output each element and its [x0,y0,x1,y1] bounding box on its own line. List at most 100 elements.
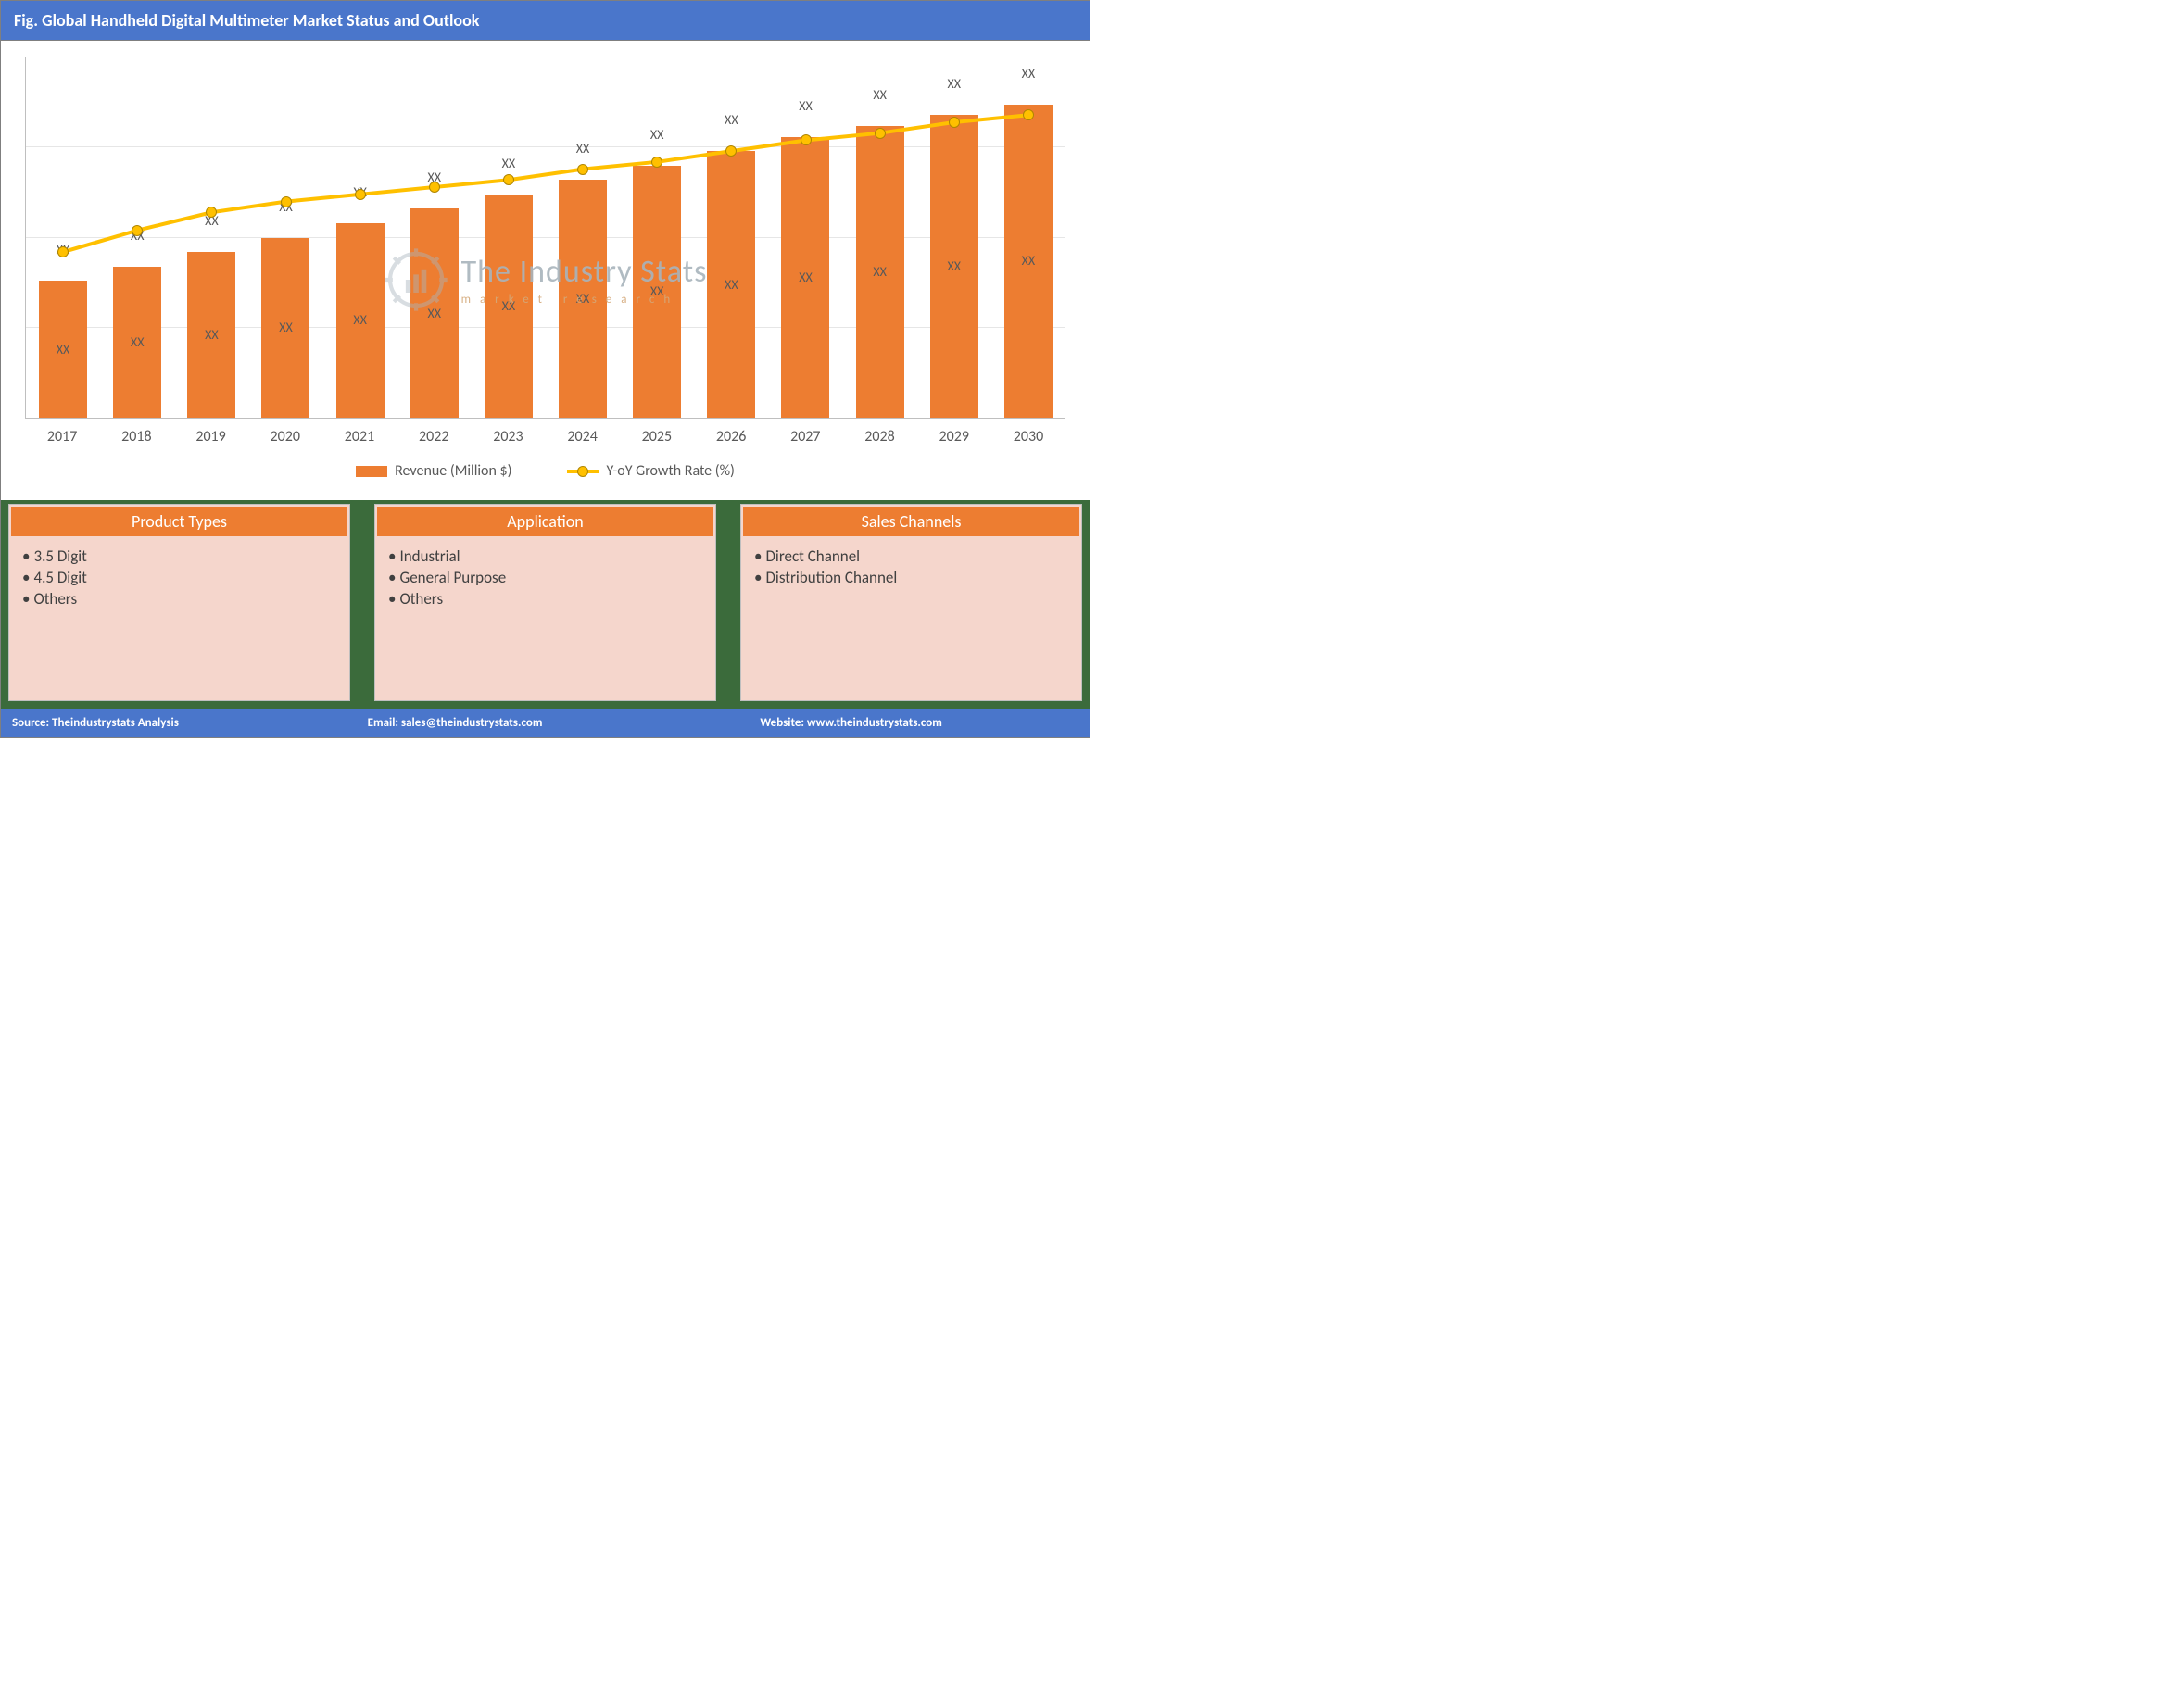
bar-slot: XX XX [620,57,694,418]
bar-top-label: XX [1022,66,1036,85]
bar-slot: XX XX [248,57,322,418]
bar-top-label: XX [427,170,441,189]
bar-top-label: XX [205,213,219,232]
bar-slot: XX XX [917,57,991,418]
bar-top-label: XX [502,156,516,175]
bar-inner-label: XX [131,334,145,350]
bar-top-label: XX [131,228,145,247]
legend-item-revenue: Revenue (Million $) [356,462,511,480]
x-tick-label: 2030 [991,428,1065,446]
bar-top-label: XX [725,112,738,132]
x-tick-label: 2022 [397,428,471,446]
bar: XX [261,238,309,419]
bar: XX [856,126,904,418]
bar-slot: XX XX [546,57,620,418]
x-tick-label: 2026 [694,428,768,446]
panel-title: Product Types [11,507,347,536]
figure-title: Fig. Global Handheld Digital Multimeter … [1,1,1090,41]
bar-inner-label: XX [427,306,441,321]
bar-top-label: XX [947,76,961,95]
bar-inner-label: XX [502,298,516,314]
bar-top-label: XX [57,242,70,261]
x-tick-label: 2027 [768,428,842,446]
bar-inner-label: XX [205,327,219,343]
bar: XX [633,166,681,418]
panel-list: 3.5 Digit4.5 DigitOthers [9,538,349,617]
bar-top-label: XX [799,98,813,118]
bars-layer: XXXXXXXXXXXXXXXXXXXXXXXXXXXXXXXXXXXXXXXX… [26,57,1065,418]
bar-inner-label: XX [799,270,813,285]
bar-top-label: XX [576,141,590,160]
x-tick-label: 2024 [546,428,620,446]
legend-label: Y-oY Growth Rate (%) [606,462,734,480]
bar: XX [1004,105,1053,418]
panel-list: IndustrialGeneral PurposeOthers [375,538,715,617]
list-item: 3.5 Digit [22,546,336,567]
figure-container: Fig. Global Handheld Digital Multimeter … [0,0,1090,738]
x-tick-label: 2021 [322,428,397,446]
x-tick-label: 2028 [842,428,916,446]
bar: XX [336,223,385,418]
bar-inner-label: XX [873,264,887,280]
list-item: General Purpose [388,567,702,588]
bar-slot: XX XX [100,57,174,418]
bar-inner-label: XX [650,283,664,299]
bar: XX [930,115,978,418]
bar-inner-label: XX [947,258,961,274]
bar-slot: XX XX [694,57,768,418]
bar-slot: XX XX [323,57,397,418]
bar-inner-label: XX [279,320,293,335]
list-item: Direct Channel [754,546,1068,567]
bar: XX [410,208,459,418]
list-item: Others [22,588,336,609]
panel-title: Application [377,507,713,536]
bar-top-label: XX [873,87,887,107]
bar: XX [39,281,87,418]
bar-inner-label: XX [1022,253,1036,269]
bar: XX [781,137,829,418]
bar: XX [559,180,607,418]
legend-swatch-bar [356,466,387,477]
bar-slot: XX XX [768,57,842,418]
footer-website: Website: www.theindustrystats.com [686,716,1078,730]
legend-swatch-line [567,470,599,473]
bar-inner-label: XX [57,342,70,358]
panel-title: Sales Channels [743,507,1079,536]
bar: XX [485,195,533,418]
bar-slot: XX XX [472,57,546,418]
legend: Revenue (Million $) Y-oY Growth Rate (%) [25,458,1065,493]
legend-label: Revenue (Million $) [395,462,511,480]
list-item: 4.5 Digit [22,567,336,588]
chart-area: XXXXXXXXXXXXXXXXXXXXXXXXXXXXXXXXXXXXXXXX… [1,41,1090,500]
bar-slot: XX XX [991,57,1065,418]
info-panel: Product Types3.5 Digit4.5 DigitOthers [8,504,350,701]
bar-slot: XX XX [26,57,100,418]
plot-frame: XXXXXXXXXXXXXXXXXXXXXXXXXXXXXXXXXXXXXXXX… [25,57,1065,419]
x-tick-label: 2029 [917,428,991,446]
list-item: Industrial [388,546,702,567]
info-panel: Sales ChannelsDirect ChannelDistribution… [740,504,1082,701]
footer-email: Email: sales@theindustrystats.com [331,716,687,730]
x-tick-label: 2020 [248,428,322,446]
legend-item-growth: Y-oY Growth Rate (%) [567,462,734,480]
x-tick-label: 2019 [173,428,247,446]
info-panels-row: Product Types3.5 Digit4.5 DigitOthersApp… [1,500,1090,709]
list-item: Distribution Channel [754,567,1068,588]
footer-source: Source: Theindustrystats Analysis [12,716,331,730]
footer: Source: Theindustrystats Analysis Email:… [1,709,1090,737]
bar-slot: XX XX [843,57,917,418]
bar-inner-label: XX [725,277,738,293]
x-tick-label: 2023 [471,428,545,446]
panel-list: Direct ChannelDistribution Channel [741,538,1081,596]
bar: XX [187,252,235,418]
bar-top-label: XX [279,199,293,219]
x-tick-label: 2025 [620,428,694,446]
bar-inner-label: XX [576,291,590,307]
bar-slot: XX XX [174,57,248,418]
bar: XX [113,267,161,418]
x-tick-label: 2018 [99,428,173,446]
info-panel: ApplicationIndustrialGeneral PurposeOthe… [374,504,716,701]
x-tick-label: 2017 [25,428,99,446]
bar-top-label: XX [650,127,664,146]
bar-top-label: XX [353,184,367,204]
